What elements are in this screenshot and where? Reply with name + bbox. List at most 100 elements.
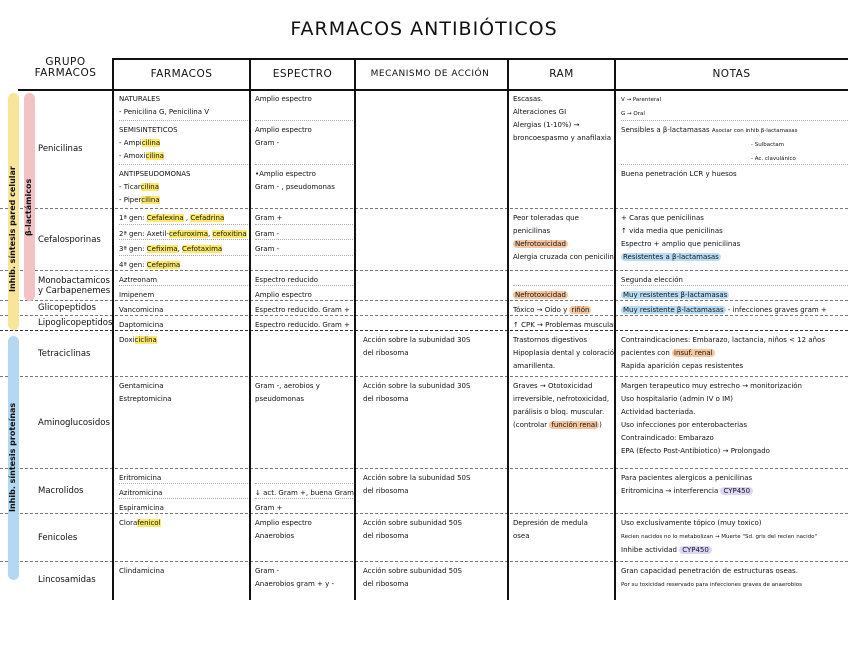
mecanismo-block: Acción sobre la subunidad 30S del ribosom… (363, 377, 508, 468)
text-segment: Gram + (255, 214, 283, 222)
text-line: Depresión de medula (513, 517, 615, 530)
text-line: Muy resistente β-lactamasas - infeccione… (621, 304, 848, 315)
highlighted-text: Cefotaxima (182, 245, 223, 253)
espectro-block: Amplio espectro (255, 285, 355, 300)
farmacos-cell: Gentamicina Estreptomicina (113, 377, 250, 468)
mecanismo-block: Acción sobre la subunidad 50S del ribosom… (363, 469, 508, 513)
text-line: Gram - (255, 565, 355, 578)
cell-block: Peor toleradas que penicilinas Nefrotoxici… (513, 209, 615, 270)
text-line: - Ampicilina (119, 137, 250, 150)
espectro-cell: ↓ act. Gram +, buena Gram - Gram + (250, 469, 355, 513)
text-segment: penicilinas (513, 227, 551, 235)
highlighted-text: Cefepima (146, 260, 181, 269)
text-segment: Amplio espectro (255, 519, 312, 527)
group-name: Glicopeptidos (0, 301, 113, 315)
text-line: - Amoxicilina (119, 150, 250, 163)
cell-block: Tóxico → Oído y riñón (513, 301, 615, 315)
text-line: Gram - , pseudomonas (255, 181, 355, 194)
text-segment: Doxi (119, 336, 135, 344)
text-segment: Buena penetración LCR y huesos (621, 169, 737, 178)
highlight-badge: CYP450 (720, 487, 754, 495)
text-segment: ↓ act. Gram +, buena Gram - (255, 489, 355, 497)
text-line: Uso infecciones por enterobacterias (621, 419, 848, 432)
text-segment: Espiramicina (119, 504, 164, 512)
text-segment: 4ª gen: (119, 260, 147, 269)
text-segment: Gram - (255, 245, 280, 253)
espectro-cell: Gram + Gram - Gram - (250, 209, 355, 270)
text-line: Clorafenicol (119, 517, 250, 530)
text-segment: pacientes con (621, 349, 672, 357)
highlighted-text: cilina (141, 195, 160, 204)
group-label: Lincosamidas (38, 575, 96, 585)
text-segment: del ribosoma (363, 580, 409, 588)
text-segment: Clindamicina (119, 567, 165, 575)
text-segment: •Amplio espectro (255, 169, 316, 178)
text-segment: - Ampi (119, 138, 142, 147)
mecanismo-block (363, 301, 508, 315)
espectro-block (255, 254, 355, 271)
column-divider (354, 58, 356, 600)
text-line: Segunda elección (621, 274, 848, 285)
mecanismo-block: Acción sobre la subunidad 30S del ribosom… (363, 331, 508, 376)
espectro-block: Gram - Anaerobios gram + y - (255, 562, 355, 598)
highlight-badge: riñón (569, 306, 592, 314)
ram-cell: Tóxico → Oído y riñón (508, 301, 615, 315)
header-top-rule (113, 58, 848, 60)
text-line: Alergias (1-10%) → (513, 119, 615, 132)
farmacos-cell: Aztreonam Imipenem (113, 271, 250, 300)
mecanismo-block (363, 271, 508, 300)
text-line: Contraindicaciones: Embarazo, lactancia,… (621, 334, 848, 347)
notas-cell: Segunda elección Muy resistentes β-lactam… (615, 271, 848, 300)
espectro-cell: Gram -, aerobios y pseudomonas (250, 377, 355, 468)
header-mecanismo: MECANISMO DE ACCIÓN (370, 68, 490, 79)
text-segment: - Ticar (119, 182, 141, 191)
group-label: Glicopeptidos (38, 303, 96, 313)
espectro-cell: Espectro reducido Amplio espectro (250, 271, 355, 300)
text-line: Inhibe actividad CYP450 (621, 544, 848, 557)
farmaco-block: Aztreonam (119, 271, 250, 285)
column-divider (507, 58, 509, 600)
text-line: Acción sobre la subunidad 30S (363, 334, 508, 347)
text-line: del ribosoma (363, 347, 508, 360)
text-segment: Uso hospitalario (admin IV o IM) (621, 395, 733, 403)
text-segment: Anaerobios gram + y - (255, 580, 335, 588)
farmaco-block: Imipenem (119, 285, 250, 300)
group-name: Penicilinas (0, 90, 113, 208)
text-segment: Hipoplasia dental y coloración (513, 349, 615, 357)
text-line: ANTIPSEUDOMONAS (119, 168, 250, 181)
text-line: Azitromicina (119, 487, 250, 498)
category-bar-pared-celular (8, 93, 19, 330)
espectro-cell: Espectro reducido. Gram + (250, 316, 355, 330)
cell-block: Contraindicaciones: Embarazo, lactancia,… (621, 331, 848, 376)
farmacos-cell: Doxiciclina (113, 331, 250, 376)
group-name: Fenicoles (0, 514, 113, 561)
table-section: Fenicoles Clorafenicol Amplio espectro Anae… (0, 513, 848, 561)
text-segment: - Penicilina G, Penicilina V (119, 108, 210, 116)
table-section: Glicopeptidos Vancomicina Espectro reducid… (0, 300, 848, 315)
text-line: •Amplio espectro (255, 168, 355, 181)
farmaco-block: Gentamicina Estreptomicina (119, 377, 250, 468)
text-segment: Gran capacidad penetración de estructura… (621, 567, 798, 575)
espectro-block: •Amplio espectro Gram - , pseudomonas (255, 163, 355, 208)
text-segment: Actividad bacteriada. (621, 408, 696, 416)
text-segment: parálisis o bloq. muscular. (513, 408, 605, 416)
text-segment: Acción sobre la subunidad 50S (363, 474, 471, 482)
text-line: Gram - (255, 228, 355, 240)
text-segment: + Caras que penicilinas (621, 214, 704, 222)
group-name: Lincosamidas (0, 562, 113, 598)
text-segment: ↑ vida media que penicilinas (621, 227, 723, 235)
text-line: Gram - (255, 137, 355, 150)
table-section: Cefalosporinas 1ª gen: Cefalexina , Cefad… (0, 208, 848, 270)
mecanismo-cell: Acción sobre la subunidad 50S del ribosom… (355, 469, 508, 513)
cell-block: Depresión de medula osea (513, 514, 615, 561)
farmacos-cell: Vancomicina (113, 301, 250, 315)
espectro-block: Espectro reducido. Gram + (255, 301, 355, 315)
highlight-badge: insuf. renal (672, 349, 715, 357)
farmaco-block: Clindamicina (119, 562, 250, 598)
text-segment: NATURALES (119, 95, 161, 103)
text-segment: Gentamicina (119, 382, 164, 390)
text-line: Anaerobios (255, 530, 355, 543)
text-segment: Tóxico → Oído y (513, 306, 570, 314)
text-segment: Graves → Ototoxicidad (513, 382, 593, 390)
text-line: Trastornos digestivos (513, 334, 615, 347)
